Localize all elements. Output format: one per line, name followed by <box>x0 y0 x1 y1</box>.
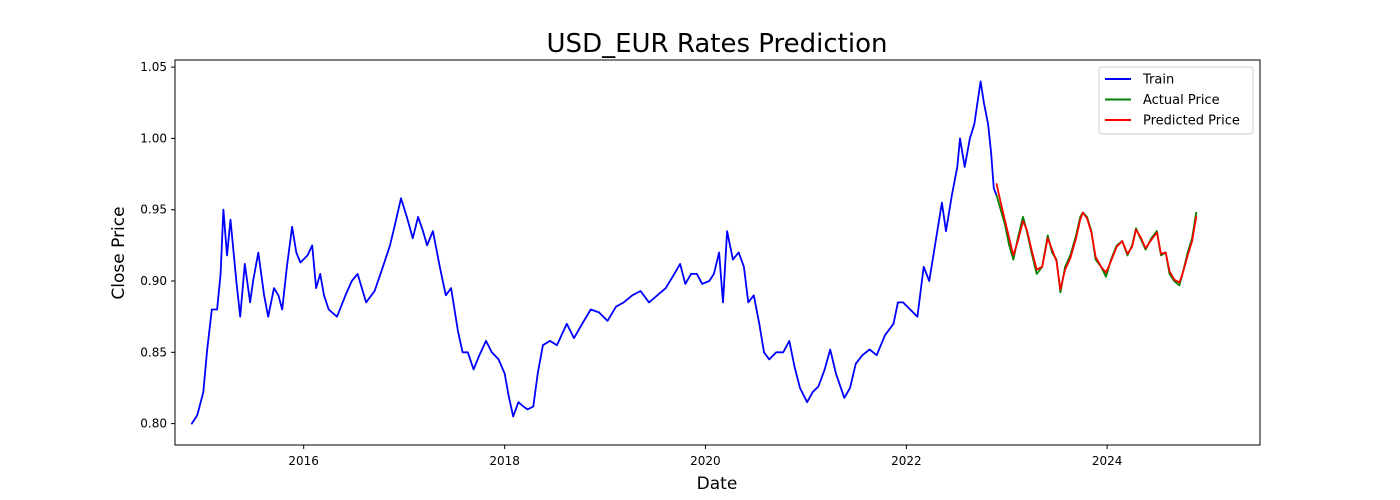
y-tick-label-4: 1.00 <box>140 131 167 145</box>
plot-frame <box>174 59 1261 446</box>
legend-label-2: Predicted Price <box>1143 114 1240 129</box>
series-line-1 <box>995 194 1198 294</box>
x-tick-label-0: 2016 <box>288 454 319 468</box>
chart-title: USD_EUR Rates Prediction <box>547 29 888 59</box>
tick-layer: 2016 2018 2020 2022 2024 0.80 0.85 0.90 0.95 1.00… <box>140 60 1122 468</box>
y-tick-label-1: 0.85 <box>140 345 167 359</box>
y-tick-label-0: 0.80 <box>140 417 167 431</box>
y-axis-title: Close Price <box>109 206 129 299</box>
y-tick-label-3: 0.95 <box>140 203 167 217</box>
legend-label-1: Actual Price <box>1143 93 1220 108</box>
x-tick-label-1: 2018 <box>489 454 520 468</box>
legend-box <box>1098 66 1254 135</box>
x-tick-label-4: 2024 <box>1092 454 1123 468</box>
legend: Train Actual Price Predicted Price <box>1098 66 1254 135</box>
series-layer <box>190 80 1198 425</box>
x-axis-title: Date <box>697 474 738 494</box>
legend-label-0: Train <box>1142 73 1174 88</box>
x-tick-label-3: 2022 <box>891 454 922 468</box>
series-line-2 <box>995 183 1198 291</box>
x-tick-label-2: 2020 <box>690 454 721 468</box>
y-tick-label-2: 0.90 <box>140 274 167 288</box>
y-tick-label-5: 1.05 <box>140 60 167 74</box>
series-line-0 <box>190 80 998 425</box>
